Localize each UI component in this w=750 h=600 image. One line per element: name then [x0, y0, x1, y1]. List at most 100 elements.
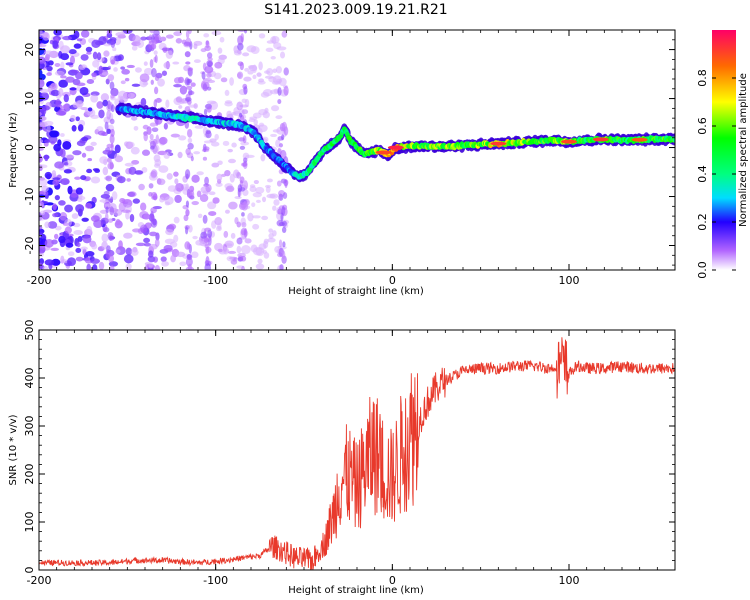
- noise-blob: [255, 186, 265, 194]
- noise-blob: [146, 126, 152, 135]
- noise-blob: [105, 183, 115, 192]
- colorbar: 0.0 0.2 0.4 0.6 0.8 Normalized spectral ampl…: [696, 30, 749, 279]
- noise-blob: [41, 185, 49, 192]
- noise-streak: [188, 89, 193, 96]
- noise-streak: [240, 255, 247, 262]
- snr-plot-area: [39, 330, 675, 570]
- noise-streak: [104, 121, 109, 131]
- noise-streak: [151, 191, 157, 199]
- noise-streak: [207, 61, 213, 68]
- noise-blob: [47, 85, 53, 93]
- noise-blob: [98, 65, 103, 75]
- noise-blob: [196, 171, 204, 176]
- noise-streak: [236, 101, 244, 111]
- noise-blob: [167, 185, 177, 192]
- noise-blob: [42, 31, 50, 41]
- noise-blob: [76, 85, 81, 92]
- spectrogram-x-ticks: -200 -100 0 100: [27, 30, 676, 287]
- noise-blob: [81, 152, 87, 158]
- noise-blob: [240, 141, 250, 146]
- noise-blob: [60, 178, 70, 185]
- noise-streak: [183, 41, 191, 47]
- noise-streak: [153, 99, 158, 108]
- noise-blob: [98, 36, 107, 45]
- noise-blob: [114, 98, 120, 106]
- colorbar-label: Normalized spectral amplitude: [738, 73, 749, 227]
- noise-streak: [110, 196, 114, 203]
- noise-blob: [54, 70, 65, 76]
- noise-streak: [240, 228, 247, 236]
- noise-blob: [54, 194, 60, 201]
- noise-blob: [178, 105, 183, 109]
- noise-blob: [130, 248, 139, 256]
- noise-blob: [124, 162, 134, 167]
- noise-blob: [63, 94, 69, 103]
- noise-blob: [179, 85, 188, 95]
- noise-blob: [168, 223, 177, 230]
- noise-blob: [84, 202, 93, 209]
- noise-blob: [96, 52, 102, 61]
- spectrogram-ytick-label: -20: [23, 237, 36, 255]
- snr-xtick-label: -200: [27, 574, 52, 587]
- noise-blob: [173, 77, 182, 84]
- noise-streak: [110, 142, 114, 152]
- ridge-peak: [561, 139, 577, 144]
- noise-blob: [173, 234, 179, 243]
- noise-blob: [91, 39, 101, 49]
- noise-streak: [237, 61, 244, 67]
- noise-blob: [54, 225, 62, 231]
- noise-blob: [231, 142, 237, 148]
- noise-blob: [255, 199, 261, 203]
- noise-blob: [58, 200, 66, 206]
- noise-streak: [241, 265, 245, 270]
- noise-blob: [161, 47, 172, 52]
- noise-streak: [243, 30, 248, 34]
- noise-blob: [149, 231, 158, 237]
- noise-blob: [121, 209, 131, 213]
- noise-streak: [184, 106, 191, 113]
- noise-blob: [106, 128, 112, 134]
- noise-blob: [163, 244, 173, 252]
- noise-streak: [237, 35, 244, 46]
- noise-streak: [276, 219, 284, 227]
- noise-blob: [140, 202, 147, 211]
- noise-blob: [71, 213, 79, 219]
- noise-streak: [243, 200, 248, 208]
- noise-blob: [228, 158, 237, 164]
- noise-blob: [174, 194, 182, 204]
- noise-blob: [137, 221, 145, 228]
- noise-blob: [87, 107, 93, 112]
- noise-blob: [62, 35, 72, 41]
- noise-blob: [127, 191, 136, 197]
- noise-blob: [262, 89, 273, 97]
- noise-streak: [110, 39, 116, 48]
- noise-blob: [123, 232, 133, 239]
- noise-blob: [126, 64, 135, 69]
- noise-blob: [44, 221, 50, 229]
- noise-blob: [64, 218, 72, 227]
- noise-streak: [108, 254, 115, 263]
- noise-streak: [241, 109, 249, 115]
- noise-blob: [132, 198, 141, 204]
- noise-streak: [242, 162, 248, 167]
- noise-blob: [154, 264, 161, 270]
- noise-blob: [86, 263, 91, 270]
- noise-streak: [281, 250, 286, 260]
- noise-blob: [44, 50, 54, 55]
- colorbar-tick-label: 0.6: [696, 117, 709, 135]
- noise-blob: [39, 111, 42, 117]
- noise-streak: [150, 218, 158, 228]
- noise-blob: [267, 237, 276, 243]
- noise-blob: [207, 79, 216, 84]
- noise-streak: [207, 236, 212, 246]
- noise-streak: [277, 86, 282, 96]
- noise-streak: [154, 75, 160, 81]
- noise-blob: [102, 99, 109, 107]
- noise-streak: [151, 39, 157, 49]
- noise-blob: [244, 67, 250, 72]
- noise-blob: [255, 247, 265, 257]
- noise-blob: [138, 183, 145, 191]
- snr-ytick-label: 100: [23, 512, 36, 533]
- noise-streak: [110, 104, 115, 113]
- noise-blob: [234, 195, 242, 200]
